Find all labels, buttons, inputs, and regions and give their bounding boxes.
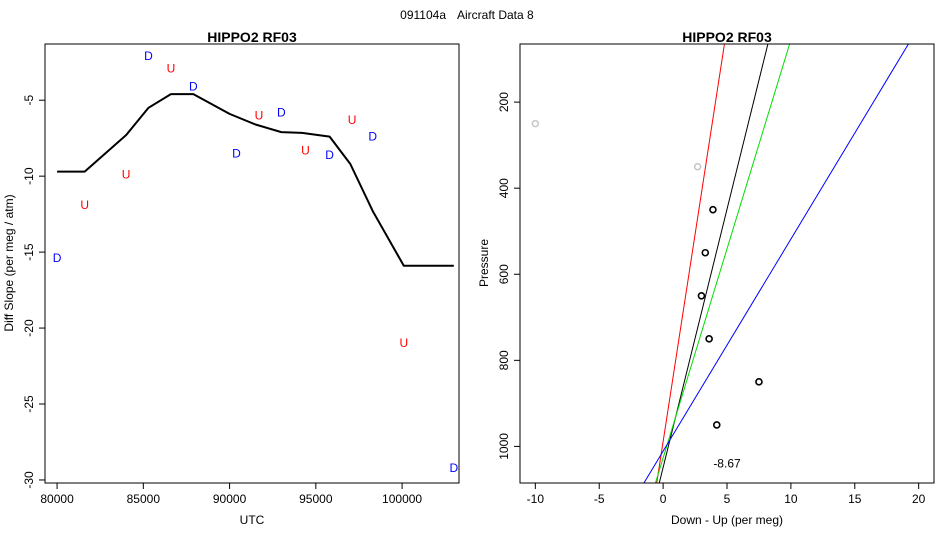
- marker-D: D: [53, 251, 62, 265]
- marker-U: U: [348, 113, 357, 127]
- data-point: [755, 378, 763, 386]
- right-chart-title: HIPPO2 RF03: [682, 29, 772, 45]
- marker-D: D: [325, 148, 334, 162]
- right-plot-frame: [519, 43, 935, 484]
- x-tick-label: -10: [527, 492, 545, 506]
- y-tick-label: 800: [497, 350, 511, 370]
- marker-D: D: [189, 80, 198, 94]
- x-tick-label: 10: [784, 492, 798, 506]
- left-y-axis-label: Diff Slope (per meg / atm): [2, 194, 16, 331]
- x-tick-label: 85000: [127, 492, 161, 506]
- y-tick-label: -5: [22, 95, 36, 106]
- left-x-axis-label: UTC: [240, 513, 265, 527]
- marker-D: D: [449, 461, 458, 475]
- supertitle-label: Aircraft Data 8: [457, 8, 534, 22]
- x-tick-label: 95000: [299, 492, 333, 506]
- left-y-axis: -30 -25 -20 -15 -10 -5: [22, 95, 45, 489]
- marker-D: D: [277, 105, 286, 119]
- marker-U: U: [255, 108, 264, 122]
- right-x-axis-label: Down - Up (per meg): [671, 513, 783, 527]
- data-point: [712, 421, 721, 429]
- x-tick-label: 15: [848, 492, 862, 506]
- marker-U: U: [301, 143, 310, 157]
- x-tick-label: 20: [912, 492, 926, 506]
- left-series: [57, 93, 454, 267]
- y-tick-label: 1000: [497, 433, 511, 460]
- y-tick-label: -30: [22, 471, 36, 489]
- marker-U: U: [122, 168, 131, 182]
- right-y-axis: 200 400 600 800 1000: [497, 92, 520, 460]
- data-point: [701, 248, 710, 257]
- left-x-axis: 80000 85000 90000 95000 100000: [40, 483, 422, 506]
- right-y-axis-label: Pressure: [477, 239, 491, 287]
- marker-U: U: [399, 336, 408, 350]
- right-points: [531, 119, 763, 429]
- x-tick-label: 100000: [382, 492, 422, 506]
- series-line-smoothed: [57, 93, 454, 267]
- left-plot-frame: [44, 43, 460, 484]
- y-tick-label: 600: [497, 264, 511, 284]
- y-tick-label: -25: [22, 395, 36, 413]
- fit-line: [654, 44, 791, 483]
- supertitle-date: 091104a: [400, 8, 446, 22]
- y-tick-label: 200: [497, 92, 511, 112]
- x-tick-label: 0: [660, 492, 667, 506]
- fit-line: [656, 44, 725, 483]
- data-point: [709, 205, 717, 214]
- right-fit-lines: [643, 44, 909, 483]
- y-tick-label: -10: [22, 167, 36, 185]
- right-annotation: -8.67: [713, 457, 741, 471]
- marker-D: D: [368, 130, 377, 144]
- marker-D: D: [144, 49, 153, 63]
- y-tick-label: -20: [22, 319, 36, 337]
- left-chart-title: HIPPO2 RF03: [207, 29, 297, 45]
- right-panel: HIPPO2 RF03 -10 -5 0 5 10 15 20 200 400 600 800 10…: [477, 29, 935, 527]
- x-tick-label: 90000: [213, 492, 247, 506]
- x-tick-label: 80000: [40, 492, 74, 506]
- x-tick-label: -5: [594, 492, 605, 506]
- y-tick-label: 400: [497, 178, 511, 198]
- marker-D: D: [232, 146, 241, 160]
- data-point: [693, 162, 702, 171]
- data-point: [531, 119, 540, 128]
- data-point: [697, 291, 706, 300]
- y-tick-label: -15: [22, 243, 36, 261]
- x-tick-label: 5: [724, 492, 731, 506]
- fit-line: [643, 44, 909, 483]
- marker-U: U: [167, 61, 176, 75]
- data-point: [705, 335, 713, 343]
- marker-U: U: [80, 198, 89, 212]
- left-panel: HIPPO2 RF03 80000 85000 90000 95000 100000 -…: [2, 29, 460, 527]
- right-x-axis: -10 -5 0 5 10 15 20: [527, 483, 926, 506]
